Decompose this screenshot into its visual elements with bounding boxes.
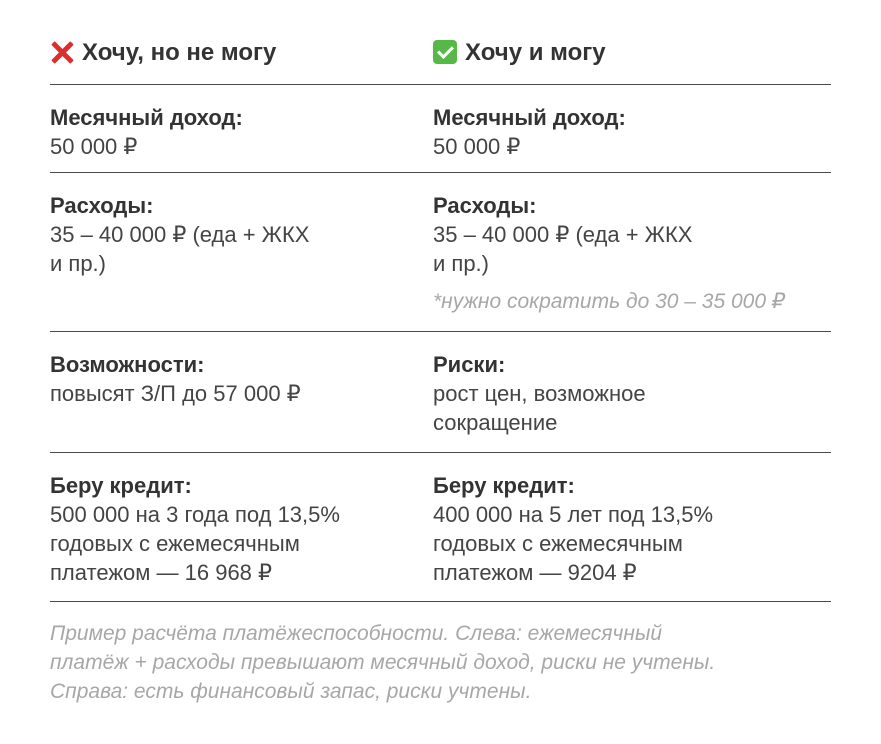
left-column-header: Хочу, но не могу (50, 36, 433, 70)
left-expenses-label: Расходы: (50, 193, 154, 218)
right-title: Хочу и могу (433, 36, 831, 70)
left-title-text: Хочу, но не могу (82, 39, 277, 66)
left-credit-value: 500 000 на 3 года под 13,5% годовых с еж… (50, 502, 340, 585)
right-credit-value: 400 000 на 5 лет под 13,5% годовых с еже… (433, 502, 714, 585)
right-expenses-cell: Расходы: 35 – 40 000 ₽ (еда + ЖКХ и пр.)… (433, 173, 831, 331)
opportunities-risks-row: Возможности: повысят З/П до 57 000 ₽ Рис… (50, 331, 831, 452)
left-expenses-cell: Расходы: 35 – 40 000 ₽ (еда + ЖКХ и пр.) (50, 173, 433, 331)
left-income-cell: Месячный доход: 50 000 ₽ (50, 85, 433, 172)
right-column-header: Хочу и могу (433, 36, 831, 70)
right-risks-label: Риски: (433, 352, 506, 377)
left-credit-cell: Беру кредит: 500 000 на 3 года под 13,5%… (50, 453, 433, 601)
left-income-value: 50 000 ₽ (50, 134, 138, 159)
credit-row: Беру кредит: 500 000 на 3 года под 13,5%… (50, 452, 831, 601)
caption: Пример расчёта платёжеспособности. Слева… (50, 601, 831, 706)
check-mark-icon (433, 40, 457, 64)
income-row: Месячный доход: 50 000 ₽ Месячный доход:… (50, 84, 831, 172)
right-credit-label: Беру кредит: (433, 473, 575, 498)
left-opportunities-cell: Возможности: повысят З/П до 57 000 ₽ (50, 332, 433, 452)
left-expenses-value: 35 – 40 000 ₽ (еда + ЖКХ и пр.) (50, 222, 310, 276)
left-credit-label: Беру кредит: (50, 473, 192, 498)
right-risks-cell: Риски: рост цен, возможное сокращение (433, 332, 831, 452)
right-income-cell: Месячный доход: 50 000 ₽ (433, 85, 831, 172)
right-expenses-value: 35 – 40 000 ₽ (еда + ЖКХ и пр.) (433, 222, 693, 276)
left-title: Хочу, но не могу (50, 36, 433, 70)
left-opportunities-value: повысят З/П до 57 000 ₽ (50, 381, 301, 406)
expenses-row: Расходы: 35 – 40 000 ₽ (еда + ЖКХ и пр.)… (50, 172, 831, 331)
table-header: Хочу, но не могу Хочу и могу (50, 36, 831, 84)
right-title-text: Хочу и могу (465, 39, 606, 66)
left-income-label: Месячный доход: (50, 105, 243, 130)
cross-mark-icon (50, 40, 74, 64)
right-expenses-note: *нужно сократить до 30 – 35 000 ₽ (433, 290, 786, 313)
left-opportunities-label: Возможности: (50, 352, 205, 377)
right-income-label: Месячный доход: (433, 105, 626, 130)
right-credit-cell: Беру кредит: 400 000 на 5 лет под 13,5% … (433, 453, 831, 601)
right-expenses-label: Расходы: (433, 193, 537, 218)
right-risks-value: рост цен, возможное сокращение (433, 381, 646, 435)
comparison-table: Хочу, но не могу Хочу и могу Месячный до… (50, 36, 831, 706)
right-income-value: 50 000 ₽ (433, 134, 521, 159)
